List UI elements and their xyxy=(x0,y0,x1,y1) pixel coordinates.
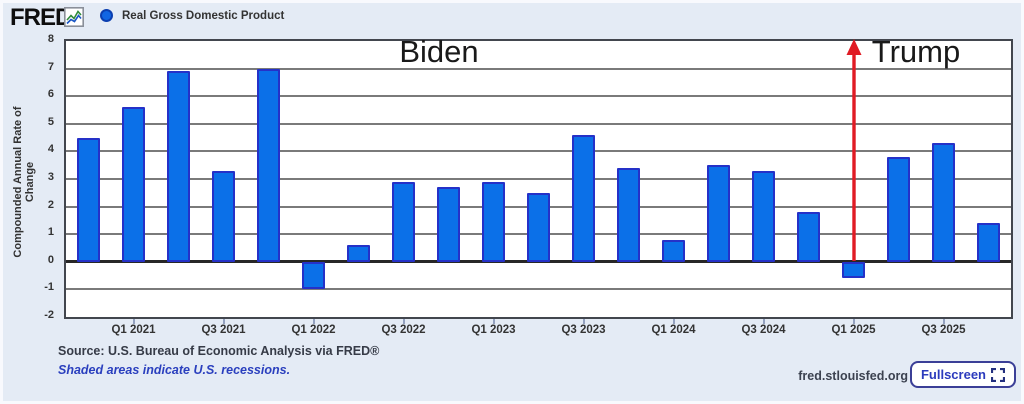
gdp-bar[interactable] xyxy=(887,156,910,262)
gdp-bar[interactable] xyxy=(437,187,460,262)
annotation-trump: Trump xyxy=(871,34,961,69)
gdp-bar[interactable] xyxy=(662,239,685,262)
gdp-bar[interactable] xyxy=(392,181,415,262)
fullscreen-expand-icon xyxy=(991,367,1005,382)
x-tick-label: Q3 2024 xyxy=(741,324,786,336)
x-tick-label: Q1 2022 xyxy=(291,324,336,336)
fullscreen-button[interactable]: Fullscreen xyxy=(909,361,1016,388)
x-tick-label: Q3 2023 xyxy=(561,324,606,336)
x-tick-label: Q1 2024 xyxy=(651,324,696,336)
gdp-bar[interactable] xyxy=(707,165,730,262)
gdp-bar[interactable] xyxy=(302,261,325,290)
fred-logo-chart-icon xyxy=(64,7,84,27)
x-tick-label: Q3 2022 xyxy=(381,324,426,336)
y-tick-label: 0 xyxy=(47,253,54,266)
recession-note[interactable]: Shaded areas indicate U.S. recessions. xyxy=(58,363,291,377)
gdp-bar[interactable] xyxy=(572,134,595,262)
y-tick-label: 2 xyxy=(47,198,54,211)
x-tick-label: Q1 2023 xyxy=(471,324,516,336)
y-tick-label: 4 xyxy=(47,143,54,156)
trump-arrow-icon xyxy=(846,39,861,261)
site-url: fred.stlouisfed.org xyxy=(798,369,908,383)
x-tick-mark xyxy=(852,319,855,324)
gridline xyxy=(66,178,1011,180)
x-tick-mark xyxy=(132,319,135,324)
gdp-bar[interactable] xyxy=(617,167,640,262)
annotation-biden: Biden xyxy=(399,34,479,69)
series-legend-label: Real Gross Domestic Product xyxy=(122,9,285,22)
gdp-bar[interactable] xyxy=(122,107,145,262)
zero-line xyxy=(66,260,1011,264)
gdp-bar[interactable] xyxy=(752,170,775,262)
gdp-bar[interactable] xyxy=(257,68,280,262)
x-tick-mark xyxy=(672,319,675,324)
gdp-bar[interactable] xyxy=(977,223,1000,262)
series-legend: Real Gross Domestic Product xyxy=(100,9,284,22)
y-tick-label: 5 xyxy=(47,115,54,128)
y-tick-label: -1 xyxy=(44,281,54,294)
x-tick-label: Q3 2021 xyxy=(201,324,246,336)
y-tick-label: 8 xyxy=(47,33,54,45)
y-tick-label: 1 xyxy=(47,226,54,239)
gridline xyxy=(66,288,1011,291)
gridline xyxy=(66,122,1011,125)
x-tick-label: Q3 2025 xyxy=(921,324,966,336)
gridline xyxy=(66,95,1011,98)
x-tick-label: Q1 2025 xyxy=(831,324,876,336)
gdp-bar[interactable] xyxy=(527,192,550,262)
gdp-bar[interactable] xyxy=(167,71,190,262)
x-tick-mark xyxy=(762,319,765,324)
gridline xyxy=(66,67,1011,70)
x-tick-mark xyxy=(582,319,585,324)
x-tick-mark xyxy=(222,319,225,324)
gridline xyxy=(66,150,1011,153)
y-tick-label: 3 xyxy=(47,171,54,183)
gdp-bar[interactable] xyxy=(347,245,370,262)
y-tick-label: -2 xyxy=(44,309,54,321)
plot-area xyxy=(64,39,1013,319)
y-tick-label: 6 xyxy=(47,88,54,101)
gdp-bar[interactable] xyxy=(212,170,235,262)
x-tick-mark xyxy=(942,319,945,324)
source-text: Source: U.S. Bureau of Economic Analysis… xyxy=(58,344,380,358)
gdp-bar[interactable] xyxy=(797,212,820,262)
x-tick-label: Q1 2021 xyxy=(111,324,156,336)
x-tick-mark xyxy=(492,319,495,324)
fullscreen-button-label: Fullscreen xyxy=(920,367,986,382)
gdp-bar[interactable] xyxy=(482,181,505,262)
y-tick-label: 7 xyxy=(47,60,54,73)
gdp-bar[interactable] xyxy=(932,143,955,262)
gdp-bar[interactable] xyxy=(842,261,865,279)
x-tick-mark xyxy=(312,319,315,324)
series-marker-icon xyxy=(100,9,113,22)
gdp-bar[interactable] xyxy=(77,137,100,262)
x-tick-mark xyxy=(402,319,405,324)
